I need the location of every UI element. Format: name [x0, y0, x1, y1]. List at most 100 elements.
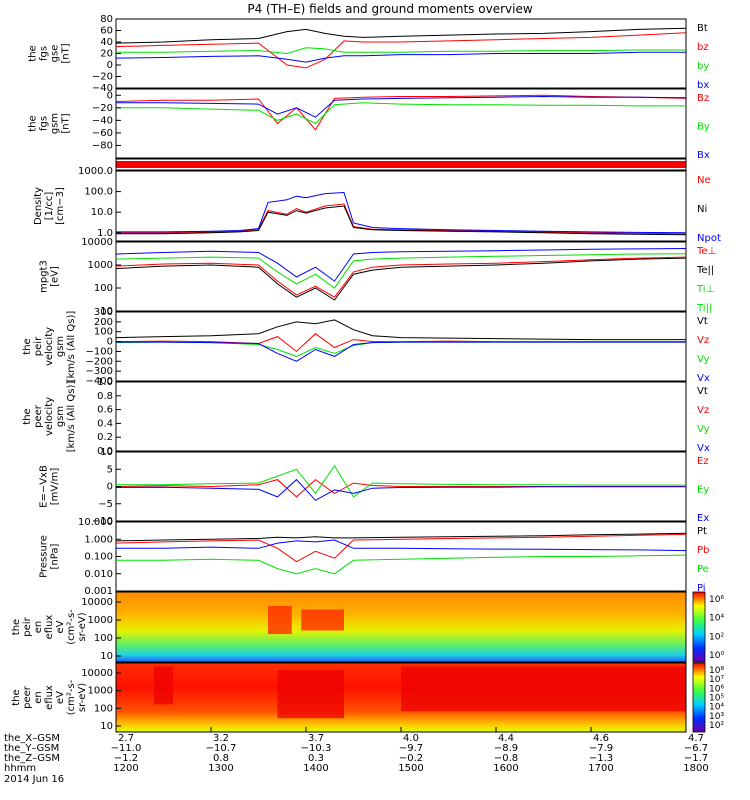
- series-line-by: [116, 47, 686, 55]
- y-axis-label: en: [33, 621, 44, 634]
- legend-label: Pe: [697, 564, 709, 575]
- x-tick-label: 1400: [303, 763, 328, 774]
- y-axis-label: [nPa]: [50, 543, 61, 569]
- y-axis-label: eV: [55, 620, 66, 633]
- x-tick-label: 1300: [208, 763, 233, 774]
- series-line-Vy: [115, 341, 686, 357]
- y-tick-label: 20: [100, 49, 113, 60]
- y-tick-label: 100.0: [84, 187, 113, 198]
- y-axis-label: gsm: [50, 113, 61, 134]
- y-tick-label: −40: [92, 115, 113, 126]
- series-line-Npot: [116, 191, 687, 234]
- y-axis-label: peer: [33, 404, 44, 428]
- y-tick-label: 0.010: [84, 569, 113, 580]
- colorbar-tick-label: 10⁴: [709, 703, 724, 713]
- y-tick-label: −80: [92, 140, 113, 151]
- x-tick-label: 1800: [683, 763, 708, 774]
- y-tick-label: 10.0: [91, 207, 113, 218]
- panel-frame: [115, 88, 687, 159]
- series-line-Ne: [116, 203, 687, 235]
- panel-frame: [115, 381, 687, 452]
- y-axis-label: (cm²-s-: [66, 679, 77, 715]
- y-axis-label: fgs: [39, 46, 50, 61]
- y-tick-label: 1.0: [97, 377, 113, 388]
- x-tick-label: −0.2: [399, 753, 423, 764]
- y-tick-label: −20: [92, 72, 113, 83]
- x-tick-label: 4.4: [498, 733, 514, 744]
- y-axis-label: [nT]: [61, 43, 72, 63]
- y-axis-label: velocity: [44, 327, 55, 366]
- legend-label: Vx: [697, 373, 710, 384]
- spectrogram-enhancement: [154, 666, 173, 705]
- y-tick-label: 0.001: [84, 586, 113, 597]
- panel-pressure: 10.000 1.000 0.100 0.010 0.001 Pressure [nPa] P…: [39, 517, 710, 597]
- y-axis-label: [cm−3]: [55, 187, 66, 225]
- colorbar-tick-label: 10⁰: [709, 651, 724, 661]
- x-tick-label: −1.2: [114, 753, 138, 764]
- y-tick-label: 200: [94, 317, 113, 328]
- y-tick-label: −20: [92, 103, 113, 114]
- series-line-Te⊥: [115, 256, 687, 298]
- legend-label: Ey: [697, 485, 709, 496]
- legend-label: Pb: [697, 545, 709, 556]
- x-axis-row-label: 2014 Jun 16: [4, 774, 64, 785]
- panel-frame: [115, 591, 687, 663]
- x-tick-label: −10.7: [206, 743, 237, 754]
- legend-label: Bx: [697, 150, 710, 161]
- y-axis-label: [nT]: [61, 113, 72, 133]
- legend-label: Pi: [697, 583, 706, 594]
- panel-frame: [115, 170, 687, 242]
- y-axis-label: the: [28, 115, 39, 131]
- y-tick-label: 10: [100, 721, 113, 732]
- y-tick-label: 5: [107, 464, 113, 475]
- y-axis-label: gsm: [55, 336, 66, 357]
- y-axis-label: the: [11, 689, 22, 705]
- legend-label: Bt: [697, 23, 708, 34]
- legend-label: Vz: [697, 405, 709, 416]
- x-tick-label: −7.9: [589, 743, 613, 754]
- panel-peer_velocity: 1.0 0.8 0.6 0.4 0.2 0.0 the peer velocity gsm [km/…: [22, 377, 710, 457]
- y-tick-label: 100: [94, 283, 113, 294]
- series-line-bz: [115, 32, 687, 69]
- panel-efield: 10 5 0 −5 −10 E=−VxB [mV/m] Ez Ey Ex: [39, 447, 710, 527]
- y-axis-label: [km/s (All Qs)]: [66, 311, 77, 383]
- y-axis-label: Density: [33, 187, 44, 225]
- y-tick-label: 40: [100, 37, 113, 48]
- y-tick-label: 1.0: [97, 228, 113, 239]
- status-bar: [116, 161, 686, 168]
- series-line-bx: [115, 51, 686, 63]
- y-axis-label: eflux: [44, 685, 55, 710]
- panel-peir_eflux: 10⁶ 10⁴ 10² 10⁰ 10000 1000 100 10 the peir en eflux…: [11, 591, 724, 663]
- series-line-By: [116, 102, 686, 125]
- colorbar-tick-label: 10⁸: [709, 666, 724, 676]
- spectrogram-enhancement: [301, 609, 344, 631]
- y-axis-label: the: [11, 619, 22, 635]
- legend-label: Bz: [697, 93, 709, 104]
- y-axis-label: fgs: [39, 116, 50, 131]
- legend-label: Ti⊥: [696, 284, 714, 295]
- y-axis-label: the: [22, 338, 33, 354]
- y-tick-label: 0: [107, 90, 113, 101]
- x-tick-label: 1700: [588, 763, 613, 774]
- y-tick-label: 0.6: [97, 405, 113, 416]
- y-axis-label: E=−VxB: [39, 465, 50, 508]
- panel-fgs_gsm: 0 −20−40 −60−80 the fgs gsm [nT] Bz By Bx: [28, 88, 710, 161]
- y-tick-label: 0.8: [97, 391, 113, 402]
- x-tick-label: 4.0: [403, 733, 419, 744]
- y-tick-label: 0: [107, 482, 113, 493]
- x-tick-label: 0.3: [308, 753, 324, 764]
- legend-label: Ez: [697, 456, 709, 467]
- y-tick-label: −60: [92, 128, 113, 139]
- x-axis-row-label: the_Y–GSM: [4, 743, 59, 754]
- spectrogram-enhancement: [401, 666, 686, 712]
- x-axis-row-label: the_X–GSM: [4, 733, 60, 744]
- spectrogram-enhancement: [277, 669, 344, 719]
- x-tick-label: −1.3: [589, 753, 613, 764]
- series-line-Pi: [116, 539, 687, 552]
- y-axis-label: the: [22, 408, 33, 424]
- colorbar: [692, 591, 706, 663]
- legend-label: Te⊥: [696, 246, 716, 257]
- x-axis-row-label: hhmm: [4, 763, 36, 774]
